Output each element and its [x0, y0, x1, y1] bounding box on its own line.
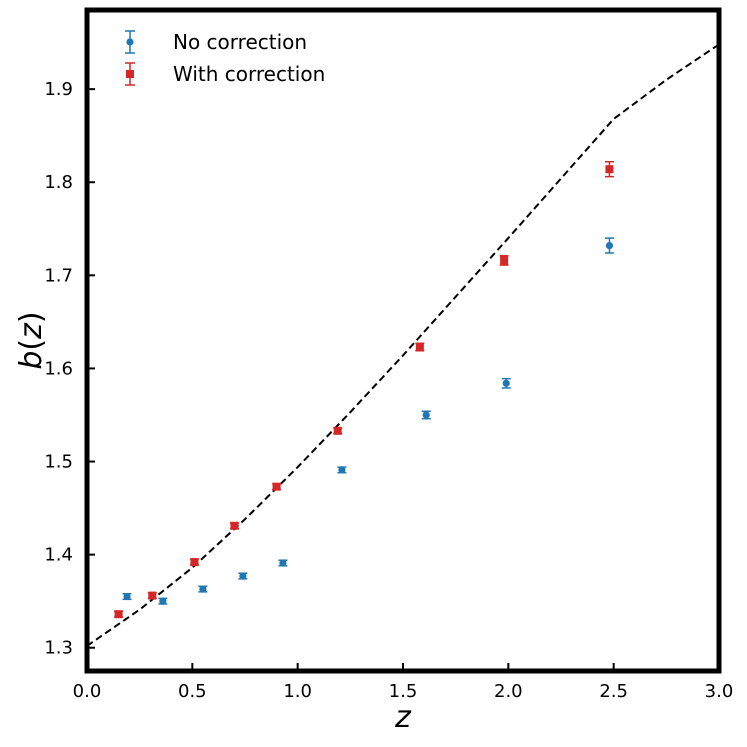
data-point — [415, 343, 424, 352]
data-point — [502, 379, 510, 387]
tick-layer: 0.0 0.5 1.0 1.5 2.0 2.5 3.0 1.3 1.4 1.5 1.6 1.7 1.8 1… — [44, 79, 733, 702]
x-tick-label: 2.0 — [494, 681, 523, 702]
series-layer — [114, 161, 614, 619]
series-2 — [114, 161, 614, 619]
reference-curve — [86, 43, 720, 647]
data-point — [333, 426, 342, 435]
data-point — [338, 466, 346, 474]
y-tick-label: 1.5 — [44, 452, 73, 473]
data-point — [605, 165, 614, 174]
y-tick-label: 1.6 — [44, 358, 73, 379]
data-point — [605, 241, 614, 250]
legend-marker — [126, 38, 134, 46]
x-tick-label: 1.0 — [283, 681, 312, 702]
legend-label: No correction — [173, 30, 307, 54]
data-point — [230, 521, 239, 530]
x-tick-label: 0.5 — [178, 681, 207, 702]
data-point — [279, 559, 287, 567]
y-tick-label: 1.4 — [44, 545, 73, 566]
reference-curve-layer — [86, 43, 720, 647]
legend-marker — [126, 70, 134, 78]
series-1 — [122, 237, 614, 605]
data-point — [114, 610, 123, 619]
x-tick-label: 2.5 — [599, 681, 628, 702]
data-point — [422, 411, 430, 419]
x-tick-label: 3.0 — [705, 681, 734, 702]
y-tick-label: 1.3 — [44, 638, 73, 659]
legend-label: With correction — [173, 62, 325, 86]
y-axis-label-open: ( — [14, 339, 49, 351]
x-axis-label: z — [394, 700, 412, 735]
legend: No correction With correction — [125, 30, 325, 86]
y-tick-label: 1.7 — [44, 265, 73, 286]
data-point — [159, 597, 167, 605]
y-axis-label: b(z) — [14, 311, 49, 369]
y-tick-label: 1.9 — [44, 79, 73, 100]
y-tick-label: 1.8 — [44, 172, 73, 193]
y-axis-label-b: b — [14, 351, 49, 370]
x-tick-label: 1.5 — [389, 681, 418, 702]
data-point — [199, 585, 207, 593]
data-point — [272, 482, 281, 491]
data-point — [123, 592, 131, 601]
data-point — [190, 558, 199, 567]
y-axis-label-close: ) — [14, 311, 49, 323]
legend-entry-1: No correction — [125, 30, 307, 54]
data-point — [500, 256, 509, 265]
x-tick-label: 0.0 — [73, 681, 102, 702]
data-point — [239, 572, 247, 580]
y-axis-label-z: z — [14, 322, 49, 340]
data-point — [148, 591, 157, 600]
legend-entry-2: With correction — [125, 62, 325, 86]
